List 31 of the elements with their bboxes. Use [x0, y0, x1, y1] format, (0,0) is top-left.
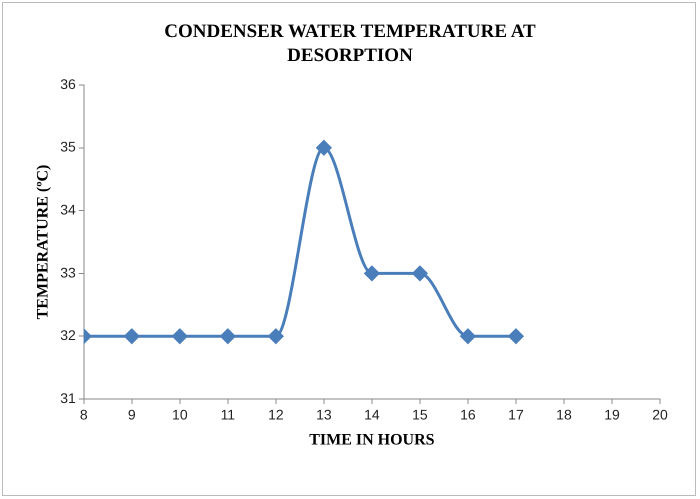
x-axis-title: TIME IN HOURS: [309, 432, 435, 449]
x-tick-label: 9: [128, 406, 136, 422]
chart-title: CONDENSER WATER TEMPERATURE AT DESORPTION: [163, 20, 537, 68]
x-tick-label: 19: [604, 406, 620, 422]
y-tick-label: 31: [60, 390, 76, 406]
x-tick-label: 14: [364, 406, 380, 422]
y-tick-label: 36: [60, 76, 76, 92]
point: [220, 328, 236, 344]
point: [124, 328, 140, 344]
x-tick-label: 11: [220, 406, 236, 422]
y-tick-label: 34: [60, 201, 76, 218]
x-tick-label: 18: [556, 406, 572, 422]
point: [172, 328, 188, 344]
point: [460, 328, 476, 344]
y-tick-label: 35: [60, 138, 76, 155]
x-tick-label: 13: [316, 406, 332, 422]
x-tick-label: 17: [508, 406, 524, 422]
x-tick-label: 16: [460, 406, 476, 422]
x-tick-label: 15: [412, 406, 428, 422]
y-axis-title: TEMPERATURE (ºC): [34, 164, 52, 320]
x-tick-label: 8: [80, 406, 88, 422]
x-tick-label: 10: [172, 406, 188, 422]
point: [412, 266, 428, 281]
point: [364, 266, 380, 281]
y-tick-label: 33: [60, 264, 76, 280]
point: [268, 328, 284, 344]
point: [316, 140, 332, 156]
y-tick-label: 32: [60, 327, 76, 344]
x-tick-label: 20: [652, 406, 668, 422]
x-tick-label: 12: [268, 406, 284, 422]
point: [508, 328, 524, 344]
